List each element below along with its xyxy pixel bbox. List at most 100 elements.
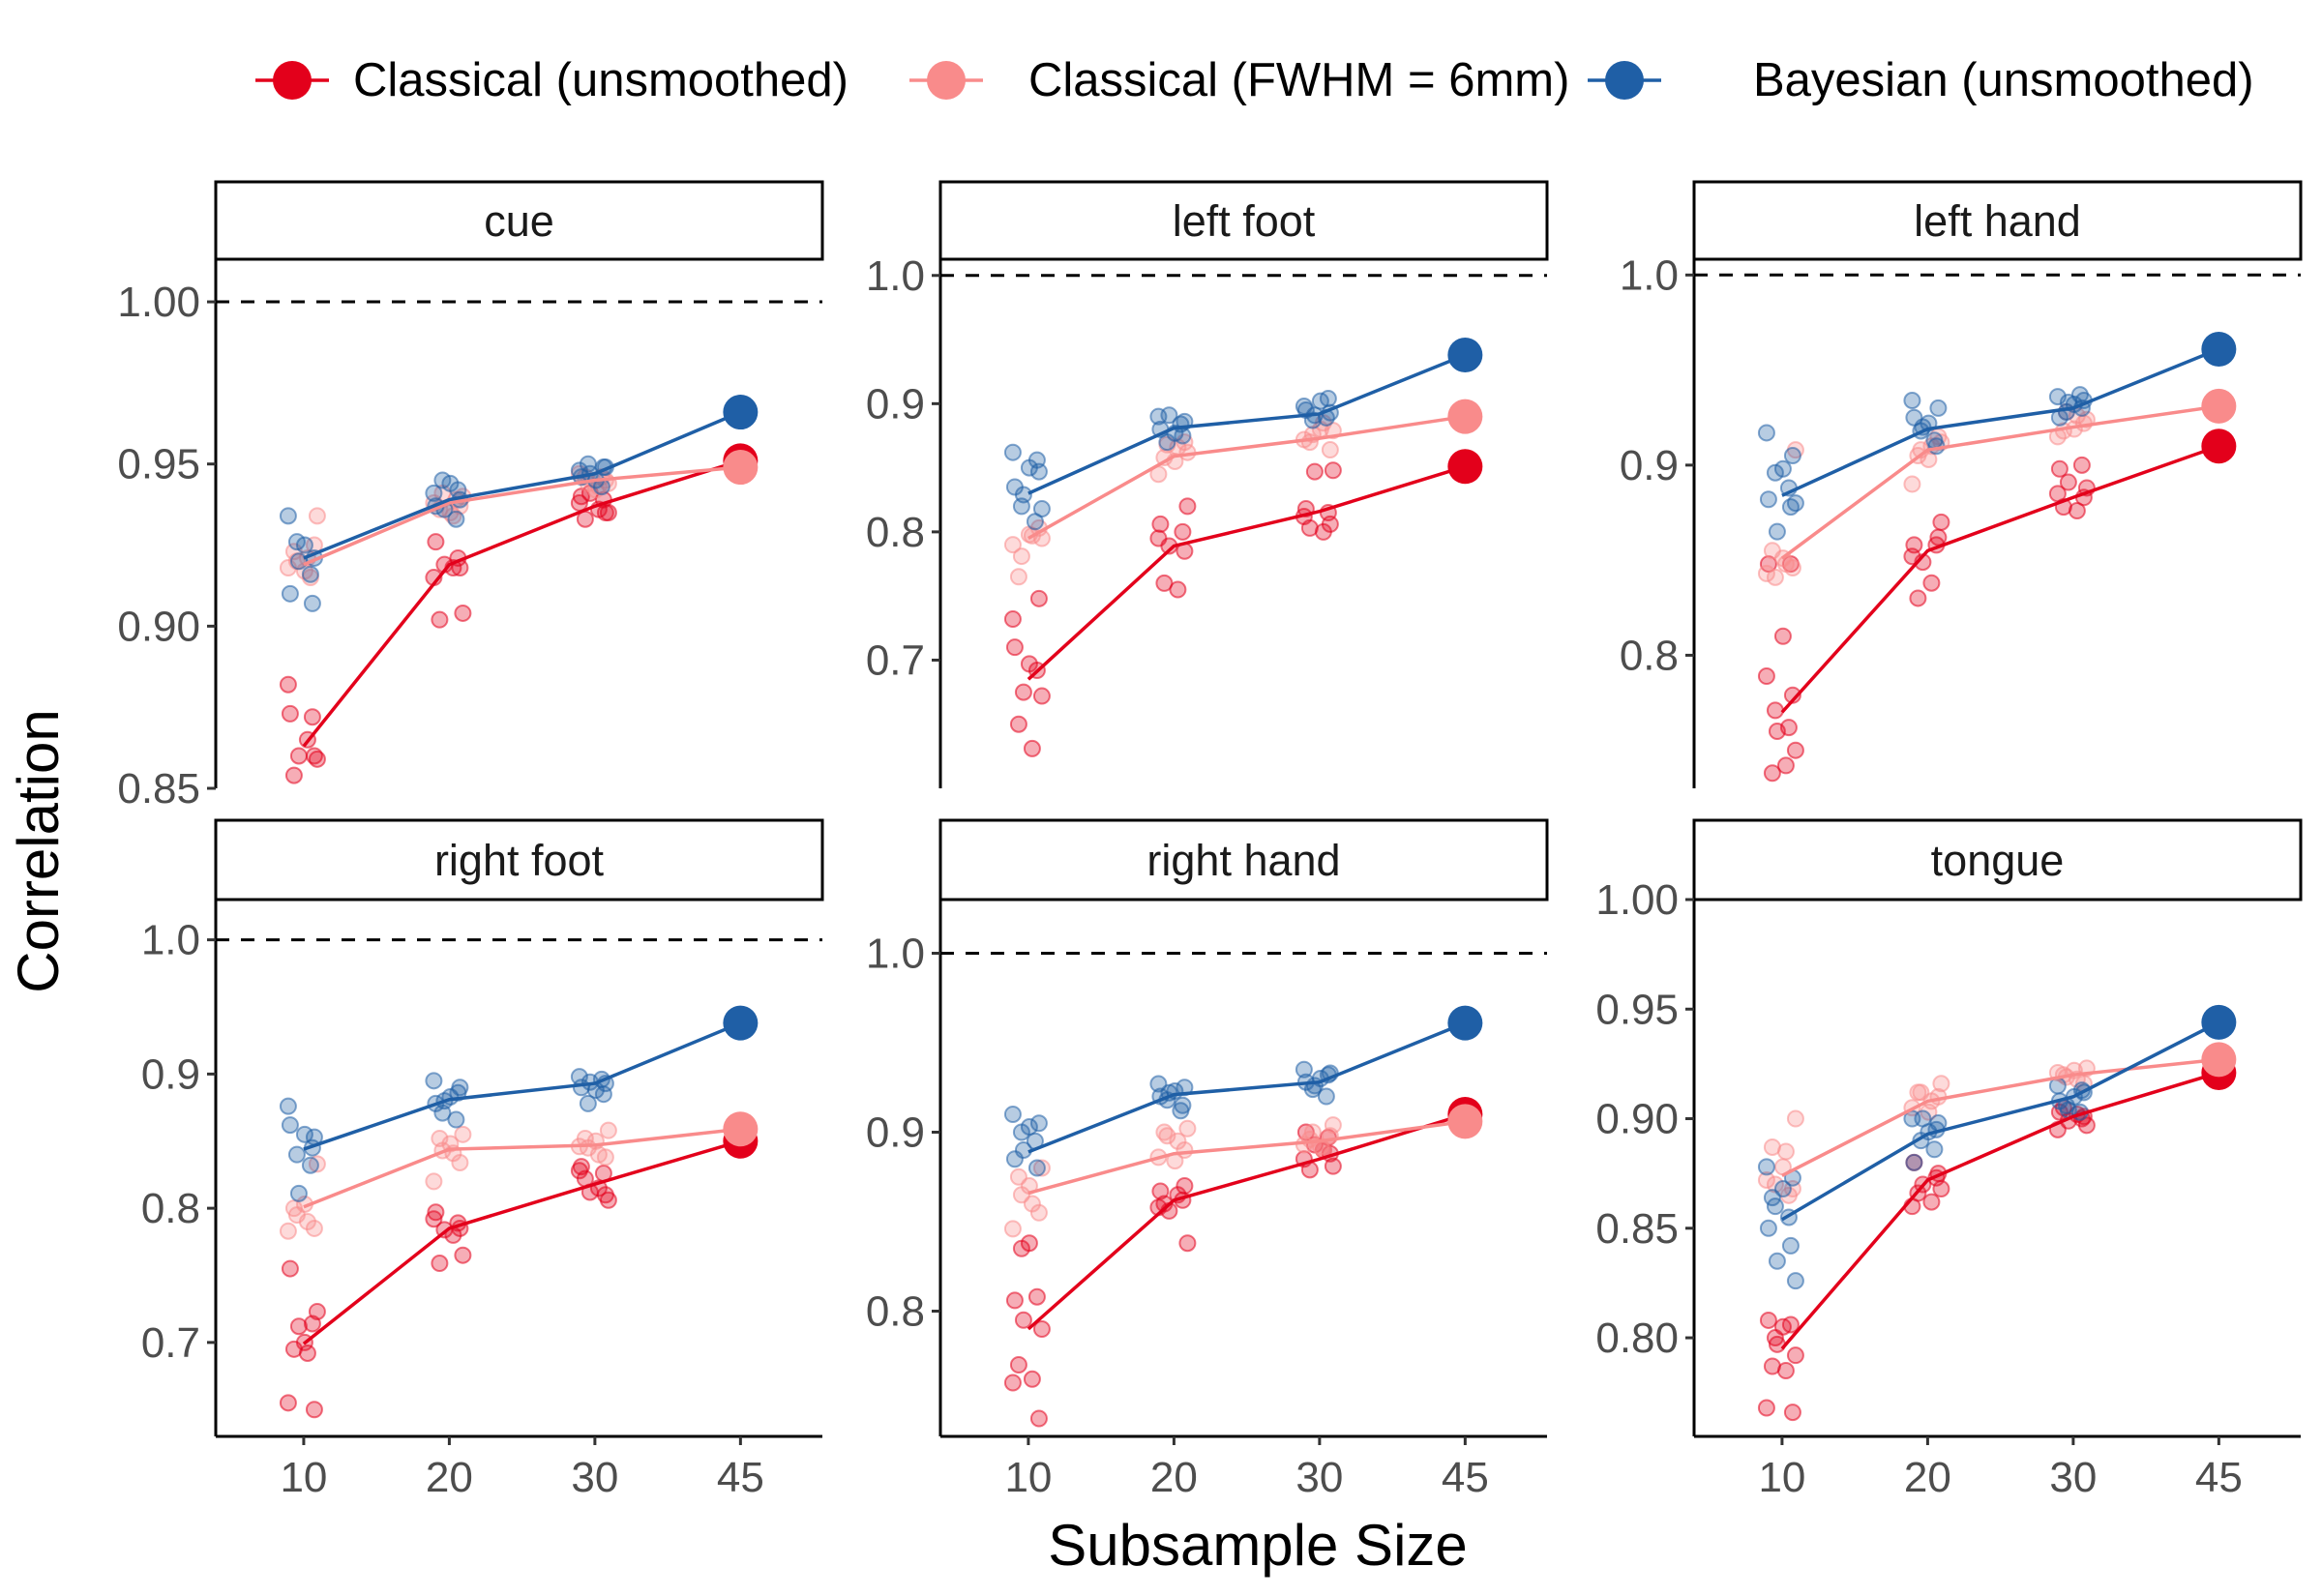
y-tick-label: 0.90 xyxy=(117,603,200,650)
series-full-sample-point xyxy=(1447,399,1483,434)
data-point xyxy=(1169,580,1187,599)
x-tick-label: 10 xyxy=(1758,1454,1805,1501)
data-point xyxy=(1003,536,1022,554)
data-point xyxy=(305,747,323,765)
data-point xyxy=(1766,701,1784,720)
data-point xyxy=(1909,589,1927,607)
y-tick-label: 0.9 xyxy=(866,1109,925,1157)
data-point xyxy=(1786,1346,1804,1365)
y-tick-label: 1.00 xyxy=(1595,876,1679,924)
data-point xyxy=(570,1162,588,1180)
panel-strip-label: right hand xyxy=(1146,836,1340,885)
y-tick-label: 1.0 xyxy=(1620,251,1679,299)
data-point xyxy=(1783,1404,1801,1422)
data-point xyxy=(425,1210,443,1228)
data-point xyxy=(1766,568,1784,586)
data-point xyxy=(1321,515,1339,533)
data-point xyxy=(1773,627,1792,645)
data-point xyxy=(305,1219,323,1237)
series-full-sample-point xyxy=(2201,388,2237,424)
series-full-sample-point xyxy=(1447,1005,1483,1041)
data-point xyxy=(1178,1234,1197,1253)
data-point xyxy=(1768,1252,1786,1270)
data-point xyxy=(1321,441,1339,459)
panel-strip-label: right foot xyxy=(434,836,605,885)
x-tick-label: 20 xyxy=(1150,1454,1198,1501)
data-point xyxy=(1012,1123,1030,1141)
data-point xyxy=(308,1302,326,1320)
series-mean-line xyxy=(1781,347,2220,497)
data-point xyxy=(1324,1157,1342,1175)
y-tick-label: 0.8 xyxy=(141,1185,200,1232)
data-point xyxy=(1781,1236,1800,1255)
data-point xyxy=(289,1317,308,1336)
data-point xyxy=(1029,589,1048,607)
data-point xyxy=(1032,1159,1051,1177)
data-point xyxy=(2068,502,2086,520)
series-mean-line xyxy=(1027,414,1466,541)
panels: cue 0.85 0.90 0.95 1.00 left foot 0.7 0.8 0.9 1.0… xyxy=(117,180,2303,1501)
series-mean-line xyxy=(1027,1119,1466,1196)
data-point xyxy=(1027,1159,1046,1177)
data-point xyxy=(1932,513,1950,531)
data-point xyxy=(1757,667,1775,686)
data-point xyxy=(1005,638,1024,657)
panel-strip xyxy=(214,818,824,901)
panel-strip xyxy=(1692,180,2303,261)
series-mean-line xyxy=(1781,1057,2219,1177)
data-point xyxy=(1929,528,1948,547)
data-point xyxy=(1779,719,1798,737)
y-tick-label: 0.9 xyxy=(866,380,925,428)
data-point xyxy=(1922,1193,1941,1211)
series-mean-line xyxy=(1027,464,1466,681)
data-point xyxy=(1012,1239,1030,1257)
x-tick-label: 10 xyxy=(280,1454,327,1501)
data-point xyxy=(1305,462,1324,481)
y-tick-label: 0.9 xyxy=(141,1050,200,1098)
panel-cue: cue 0.85 0.90 0.95 1.00 xyxy=(117,180,824,813)
data-point xyxy=(1003,1106,1022,1123)
data-point xyxy=(1766,463,1784,482)
y-tick-label: 1.0 xyxy=(866,252,925,300)
y-tick-label: 0.80 xyxy=(1595,1315,1679,1362)
y-tick-label: 0.85 xyxy=(117,765,200,813)
series-mean-line xyxy=(303,1127,741,1209)
data-point xyxy=(427,533,445,551)
data-point xyxy=(1776,1142,1795,1161)
x-tick-label: 30 xyxy=(1295,1454,1343,1501)
panel-left-foot: left foot 0.7 0.8 0.9 1.0 xyxy=(866,180,1549,788)
series-full-sample-point xyxy=(2201,1004,2237,1040)
data-point xyxy=(279,1222,297,1240)
data-point xyxy=(281,1259,299,1278)
series-full-sample-point xyxy=(723,450,759,486)
data-point xyxy=(1003,443,1022,461)
data-point xyxy=(287,1206,306,1225)
data-point xyxy=(425,484,443,502)
data-point xyxy=(1932,1075,1950,1093)
y-tick-label: 0.8 xyxy=(866,509,925,556)
data-point xyxy=(1776,756,1795,775)
series-mean-line xyxy=(1780,404,2219,560)
legend-item-2: Classical (FWHM = 6mm) xyxy=(909,54,1569,106)
data-point xyxy=(451,1153,469,1171)
data-point xyxy=(1932,1180,1950,1198)
series-full-sample-point xyxy=(1447,449,1483,485)
data-point xyxy=(1020,655,1038,673)
data-point xyxy=(1003,610,1022,629)
panel-strip xyxy=(1692,818,2303,901)
series-mean-line xyxy=(1780,1071,2219,1350)
series-full-sample-point xyxy=(2201,1042,2237,1078)
series-mean-line xyxy=(1027,1112,1466,1331)
data-point xyxy=(287,1145,306,1164)
data-point xyxy=(2048,1077,2067,1095)
legend-key-dot xyxy=(927,61,966,100)
data-point xyxy=(1023,1370,1041,1388)
data-point xyxy=(1759,490,1777,509)
data-point xyxy=(1903,392,1921,410)
y-axis-title: Correlation xyxy=(6,709,71,992)
legend-item-1: Classical (unsmoothed) xyxy=(255,54,848,106)
data-point xyxy=(1178,497,1197,516)
data-point xyxy=(1158,1127,1176,1145)
data-point xyxy=(308,507,326,525)
data-point xyxy=(1174,427,1192,445)
